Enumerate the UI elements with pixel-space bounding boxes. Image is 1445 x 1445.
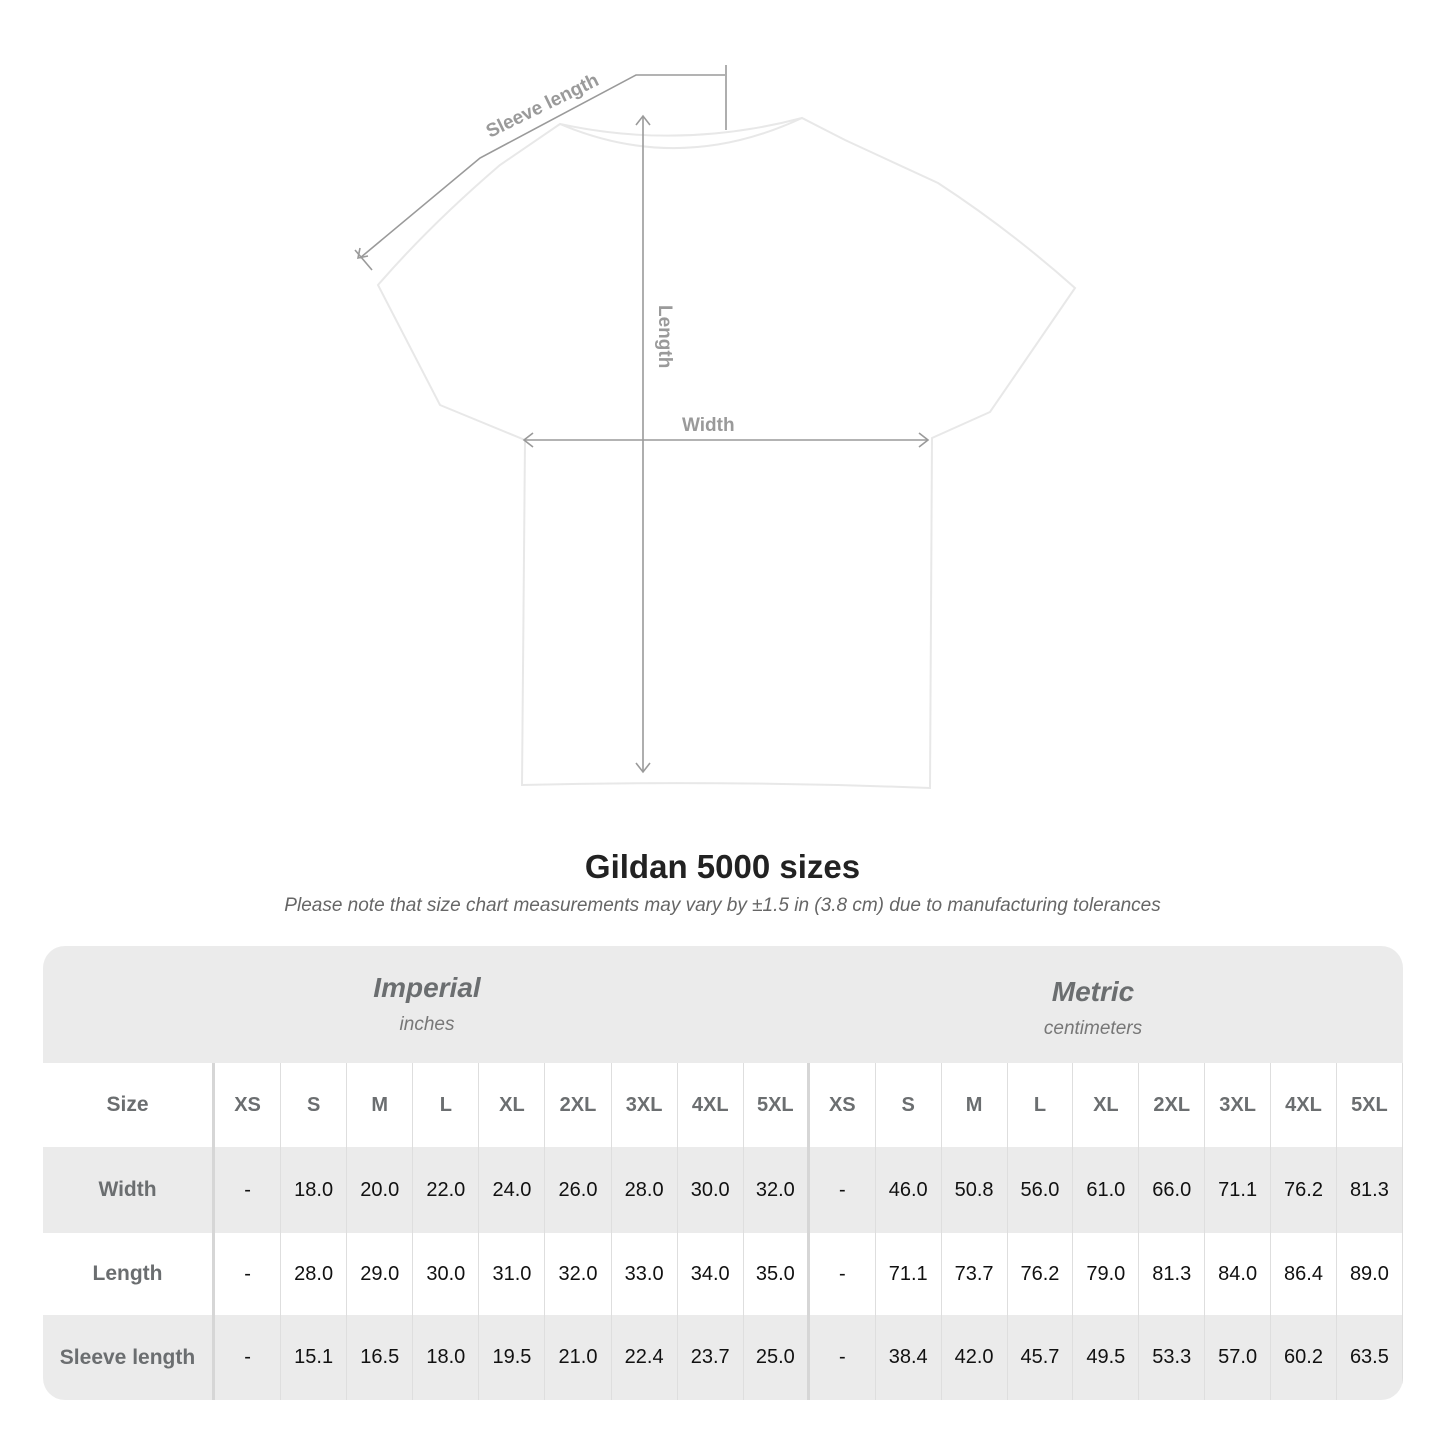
imperial-cell: 15.1 [281,1315,348,1400]
metric-cell: 71.1 [876,1233,942,1315]
tshirt-collar [559,117,803,150]
metric-cell: 45.7 [1008,1315,1074,1400]
metric-cell: 76.2 [1008,1233,1074,1315]
metric-cell: 81.3 [1337,1147,1403,1233]
imperial-cell: 26.0 [545,1147,612,1233]
metric-cell: - [810,1147,876,1233]
metric-cell: M [942,1063,1008,1147]
length-line [635,114,651,774]
imperial-cell: 30.0 [413,1233,480,1315]
imperial-cell: 20.0 [347,1147,414,1233]
imperial-cell: 31.0 [479,1233,546,1315]
imperial-cell: 3XL [612,1063,678,1147]
imperial-unit: inches [399,1014,455,1035]
imperial-cell: XL [479,1063,546,1147]
metric-header: Metric centimeters [810,946,1376,1093]
metric-title: Metric [1051,976,1135,1007]
tshirt-shape [376,116,1077,790]
metric-cell: 49.5 [1073,1315,1140,1400]
metric-cell: 76.2 [1271,1147,1337,1233]
metric-cell: 46.0 [876,1147,942,1233]
imperial-cell: 28.0 [612,1147,678,1233]
imperial-cell: 2XL [545,1063,612,1147]
metric-cell: XL [1073,1063,1140,1147]
page-title: Gildan 5000 sizes [584,848,861,885]
sleeve-length-line [354,65,727,271]
width-label: Width [682,415,735,436]
imperial-cell: 23.7 [678,1315,744,1400]
table-row: Width -18.0 20.0 22.0 24.0 26.0 28.0 30.0 32.0-4… [43,1147,1403,1233]
tolerance-note: Please note that size chart measurements… [284,895,1161,916]
imperial-cell: 25.0 [744,1315,810,1400]
imperial-cell: 28.0 [281,1233,348,1315]
imperial-cell: - [215,1315,282,1400]
imperial-cell: 30.0 [678,1147,744,1233]
metric-cell: 63.5 [1337,1315,1403,1400]
width-line [522,432,930,448]
imperial-header: Imperial inches [215,946,639,1089]
imperial-cell: 22.0 [413,1147,480,1233]
metric-cell: 81.3 [1139,1233,1206,1315]
metric-cell: 61.0 [1073,1147,1140,1233]
imperial-title: Imperial [373,972,481,1003]
metric-cell: 60.2 [1271,1315,1337,1400]
imperial-cell: S [281,1063,348,1147]
imperial-cell: 18.0 [413,1315,480,1400]
metric-cell: 4XL [1271,1063,1337,1147]
imperial-cell: 21.0 [545,1315,612,1400]
metric-cell: 79.0 [1073,1233,1140,1315]
imperial-cell: - [215,1147,282,1233]
metric-cell: 3XL [1205,1063,1272,1147]
row-label: Sleeve length [43,1315,215,1400]
metric-cell: XS [810,1063,876,1147]
metric-cell: 86.4 [1271,1233,1337,1315]
row-label: Size [43,1063,215,1147]
imperial-cell: 4XL [678,1063,744,1147]
metric-cell: 89.0 [1337,1233,1403,1315]
imperial-cell: 22.4 [612,1315,678,1400]
imperial-cell: 35.0 [744,1233,810,1315]
imperial-cell: 33.0 [612,1233,678,1315]
size-header-row: Size XS S M L XL 2XL 3XL 4XL 5XL XS S M L XL 2XL 3XL 4XL 5… [43,1063,1403,1147]
metric-cell: 50.8 [942,1147,1008,1233]
metric-cell: - [810,1315,876,1400]
imperial-cell: M [347,1063,414,1147]
metric-cell: 5XL [1337,1063,1403,1147]
imperial-cell: - [215,1233,282,1315]
metric-cell: L [1008,1063,1074,1147]
imperial-cell: 34.0 [678,1233,744,1315]
imperial-cell: 19.5 [479,1315,546,1400]
metric-cell: 57.0 [1205,1315,1272,1400]
metric-cell: S [876,1063,942,1147]
metric-cell: 73.7 [942,1233,1008,1315]
imperial-cell: 16.5 [347,1315,414,1400]
table-row: Length -28.0 29.0 30.0 31.0 32.0 33.0 34.0 35.0-… [43,1233,1403,1315]
metric-cell: 53.3 [1139,1315,1206,1400]
metric-cell: 84.0 [1205,1233,1272,1315]
metric-cell: 71.1 [1205,1147,1272,1233]
metric-unit: centimeters [1043,1018,1143,1039]
imperial-cell: L [413,1063,480,1147]
length-label: Length [654,305,675,368]
table-row: Sleeve length -15.1 16.5 18.0 19.5 21.0 22.4 23… [43,1315,1403,1400]
imperial-cell: 24.0 [479,1147,546,1233]
row-label: Width [43,1147,215,1233]
tshirt-diagram: Sleeve length Length Width [354,65,1077,790]
imperial-cell: 32.0 [545,1233,612,1315]
metric-cell: 42.0 [942,1315,1008,1400]
row-label: Length [43,1233,215,1315]
metric-cell: - [810,1233,876,1315]
imperial-cell: 32.0 [744,1147,810,1233]
imperial-cell: XS [215,1063,282,1147]
metric-cell: 56.0 [1008,1147,1074,1233]
imperial-cell: 18.0 [281,1147,348,1233]
size-table: Imperial inches Metric centimeters Size X… [43,946,1403,1400]
metric-cell: 38.4 [876,1315,942,1400]
metric-cell: 2XL [1139,1063,1206,1147]
imperial-cell: 5XL [744,1063,810,1147]
imperial-cell: 29.0 [347,1233,414,1315]
metric-cell: 66.0 [1139,1147,1206,1233]
